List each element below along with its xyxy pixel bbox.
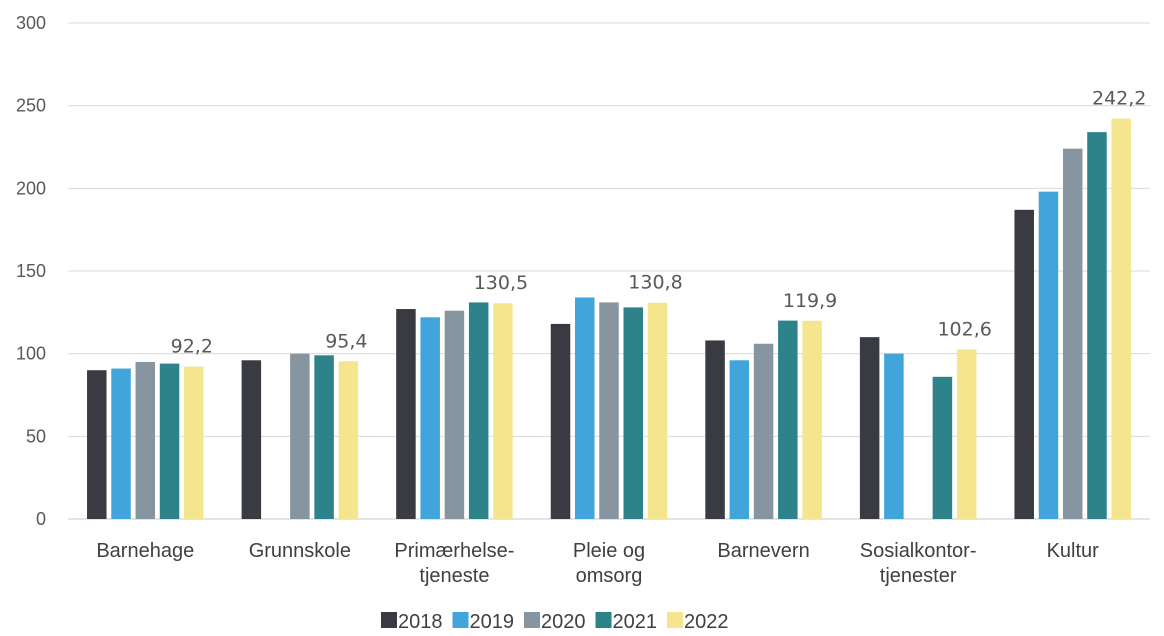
bar-2022 [956, 349, 977, 519]
legend-label: 2020 [541, 611, 586, 633]
y-tick-label: 150 [16, 261, 46, 281]
bar-2018 [705, 340, 725, 519]
bar-2021 [623, 307, 643, 519]
bar-2022 [184, 366, 204, 519]
bar-2020 [599, 302, 619, 519]
bar-2018 [87, 370, 107, 519]
x-axis-categories: Barnehage Grunnskole Primærhelse-tjeneste P… [96, 540, 1099, 587]
legend-label: 2021 [613, 611, 658, 633]
bar-2018 [396, 309, 416, 519]
category-label: Sosialkontor- [860, 540, 977, 562]
category-label: omsorg [576, 565, 643, 587]
bar-2022 [493, 303, 513, 519]
bar-2018 [859, 337, 880, 519]
data-label: 130,5 [474, 272, 528, 294]
legend: 2018 2019 2020 2021 2022 [381, 611, 729, 633]
y-tick-label: 200 [16, 178, 46, 198]
bar-2020 [1062, 148, 1083, 520]
bar-2021 [778, 320, 798, 519]
bar-2019 [111, 368, 131, 519]
legend-swatch-2020 [524, 612, 540, 628]
bar-2020 [444, 310, 465, 519]
y-tick-label: 250 [16, 96, 46, 116]
bar-2021 [159, 363, 180, 519]
bar-2021 [1087, 132, 1107, 519]
data-label: 95,4 [325, 330, 367, 352]
bar-2022 [338, 361, 359, 519]
bars [87, 118, 1131, 520]
bar-2018 [241, 360, 262, 519]
bar-2019 [1038, 191, 1059, 519]
y-tick-label: 0 [36, 509, 46, 529]
category-label: Barnevern [717, 540, 809, 562]
bar-2019 [575, 297, 595, 519]
data-label: 130,8 [628, 272, 682, 294]
data-label: 242,2 [1092, 88, 1146, 110]
category-label: Primærhelse- [394, 540, 514, 562]
y-tick-label: 50 [26, 426, 46, 446]
bar-2021 [468, 302, 489, 519]
legend-label: 2022 [684, 611, 729, 633]
legend-swatch-2018 [381, 612, 397, 628]
category-label: Kultur [1047, 540, 1100, 562]
y-tick-label: 100 [16, 344, 46, 364]
bar-2022 [1111, 118, 1131, 519]
bar-2019 [729, 360, 750, 519]
legend-swatch-2019 [452, 612, 469, 628]
y-axis-ticks: 0 50 100 150 200 250 300 [16, 13, 46, 529]
bar-2019 [420, 317, 440, 519]
bar-2020 [135, 361, 156, 519]
category-label: Grunnskole [249, 540, 351, 562]
legend-swatch-2022 [667, 612, 683, 628]
bar-2021 [314, 355, 334, 519]
legend-swatch-2021 [595, 612, 612, 628]
data-label: 102,6 [937, 318, 991, 340]
bar-2022 [802, 320, 822, 519]
bar-2020 [290, 353, 310, 519]
y-tick-label: 300 [16, 13, 46, 33]
legend-label: 2019 [470, 611, 515, 633]
legend-label: 2018 [398, 611, 443, 633]
bar-2022 [647, 302, 668, 519]
data-label: 119,9 [783, 290, 837, 312]
category-label: tjenester [880, 565, 957, 587]
bar-2020 [753, 343, 774, 519]
category-label: Barnehage [96, 540, 194, 562]
bar-2019 [884, 353, 904, 519]
category-label: tjeneste [419, 565, 489, 587]
data-labels: 92,2 95,4 130,5 130,8 119,9 102,6 242,2 [171, 88, 1147, 358]
bar-2021 [932, 376, 953, 519]
category-label: Pleie og [573, 540, 645, 562]
data-label: 92,2 [171, 336, 213, 358]
bar-2018 [1014, 209, 1034, 519]
bar-2018 [550, 323, 571, 519]
